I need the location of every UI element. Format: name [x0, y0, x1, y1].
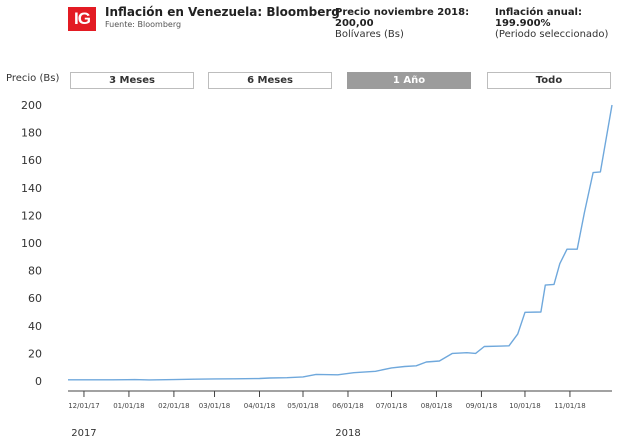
- ig-logo: IG: [68, 7, 96, 31]
- y-tick-label: 200: [21, 99, 42, 112]
- y-tick-label: 0: [35, 375, 42, 388]
- x-tick-label: 12/01/17: [68, 402, 99, 410]
- x-tick-label: 03/01/18: [199, 402, 230, 410]
- range-all-button[interactable]: Todo: [487, 72, 611, 89]
- chart-source: Fuente: Bloomberg: [105, 20, 182, 29]
- range-3m-button[interactable]: 3 Meses: [70, 72, 194, 89]
- inflation-label: Inflación anual:: [495, 7, 582, 18]
- x-tick-label: 07/01/18: [376, 402, 407, 410]
- inflation-value: 199.900%: [495, 18, 551, 29]
- price-unit: Bolívares (Bs): [335, 29, 404, 40]
- y-tick-label: 20: [28, 347, 42, 360]
- y-tick-label: 180: [21, 127, 42, 140]
- y-tick-label: 80: [28, 265, 42, 278]
- range-6m-button[interactable]: 6 Meses: [208, 72, 332, 89]
- y-tick-label: 140: [21, 182, 42, 195]
- x-tick-label: 06/01/18: [332, 402, 363, 410]
- x-tick-label: 05/01/18: [287, 402, 318, 410]
- x-tick-label: 09/01/18: [466, 402, 497, 410]
- range-1y-button[interactable]: 1 Año: [347, 72, 471, 89]
- chart-title: Inflación en Venezuela: Bloomberg: [105, 5, 340, 19]
- year-label: 2018: [335, 428, 360, 439]
- series-line: [68, 104, 613, 381]
- y-axis-label: Precio (Bs): [6, 73, 60, 84]
- y-tick-label: 160: [21, 154, 42, 167]
- y-tick-label: 60: [28, 292, 42, 305]
- year-label: 2017: [71, 428, 96, 439]
- x-tick-label: 11/01/18: [554, 402, 585, 410]
- x-tick-label: 01/01/18: [113, 402, 144, 410]
- y-tick-label: 120: [21, 209, 42, 222]
- y-tick-label: 40: [28, 320, 42, 333]
- x-tick-label: 08/01/18: [421, 402, 452, 410]
- price-value: 200,00: [335, 18, 374, 29]
- x-tick-label: 02/01/18: [158, 402, 189, 410]
- inflation-note: (Periodo seleccionado): [495, 29, 609, 40]
- inflation-summary: Inflación anual: 199.900% (Periodo selec…: [495, 7, 608, 40]
- y-tick-label: 100: [21, 237, 42, 250]
- x-tick-label: 04/01/18: [244, 402, 275, 410]
- price-label: Precio noviembre 2018:: [335, 7, 470, 18]
- price-summary: Precio noviembre 2018: 200,00 Bolívares …: [335, 7, 469, 40]
- x-tick-label: 10/01/18: [509, 402, 540, 410]
